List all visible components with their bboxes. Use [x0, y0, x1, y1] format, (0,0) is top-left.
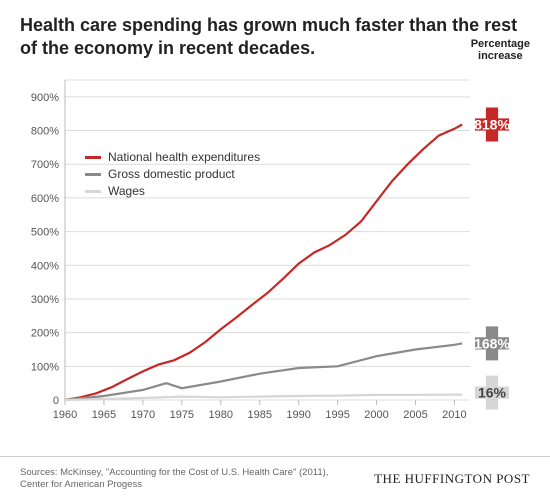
svg-text:100%: 100%	[31, 361, 59, 373]
legend-label: Wages	[108, 184, 145, 198]
subtitle-right-l2: increase	[478, 50, 523, 62]
svg-text:1970: 1970	[131, 409, 155, 421]
legend: National health expenditures Gross domest…	[85, 150, 260, 201]
legend-label: Gross domestic product	[108, 167, 235, 181]
legend-swatch-icon	[85, 173, 101, 176]
end-marker-label: 818%	[474, 116, 510, 132]
legend-label: National health expenditures	[108, 150, 260, 164]
brand: THE HUFFINGTON POST	[374, 471, 530, 487]
svg-text:2000: 2000	[364, 409, 388, 421]
svg-text:600%: 600%	[31, 193, 59, 205]
svg-text:700%: 700%	[31, 159, 59, 171]
svg-text:1975: 1975	[170, 409, 194, 421]
svg-text:2005: 2005	[403, 409, 427, 421]
line-chart: 0 100% 200% 300% 400% 500% 600% 700% 800% 900% 196…	[20, 72, 530, 437]
subtitle-right: Percentage increase	[471, 38, 530, 62]
svg-text:400%: 400%	[31, 260, 59, 272]
chart-area: 0 100% 200% 300% 400% 500% 600% 700% 800% 900% 196…	[20, 72, 530, 437]
footer: Sources: McKinsey, "Accounting for the C…	[0, 456, 550, 501]
subtitle-right-l1: Percentage	[471, 38, 530, 50]
legend-swatch-icon	[85, 156, 101, 159]
legend-item: Wages	[85, 184, 260, 198]
svg-text:200%: 200%	[31, 328, 59, 340]
svg-text:1985: 1985	[247, 409, 271, 421]
legend-swatch-icon	[85, 190, 101, 193]
svg-text:500%: 500%	[31, 227, 59, 239]
svg-text:2010: 2010	[442, 409, 466, 421]
svg-text:1990: 1990	[286, 409, 310, 421]
series-line	[65, 343, 462, 400]
svg-text:0: 0	[53, 395, 59, 407]
svg-text:300%: 300%	[31, 294, 59, 306]
end-marker-label: 16%	[478, 385, 507, 401]
svg-text:800%: 800%	[31, 126, 59, 138]
sources-line2: Center for American Progess	[20, 479, 142, 490]
svg-text:1980: 1980	[209, 409, 233, 421]
svg-text:1995: 1995	[325, 409, 349, 421]
sources: Sources: McKinsey, "Accounting for the C…	[20, 467, 328, 492]
sources-line1: Sources: McKinsey, "Accounting for the C…	[20, 467, 328, 478]
legend-item: National health expenditures	[85, 150, 260, 164]
series-line	[65, 395, 462, 400]
svg-text:1960: 1960	[53, 409, 77, 421]
end-marker-label: 168%	[474, 335, 510, 351]
svg-text:900%: 900%	[31, 92, 59, 104]
svg-text:1965: 1965	[92, 409, 116, 421]
chart-title: Health care spending has grown much fast…	[0, 0, 550, 61]
legend-item: Gross domestic product	[85, 167, 260, 181]
